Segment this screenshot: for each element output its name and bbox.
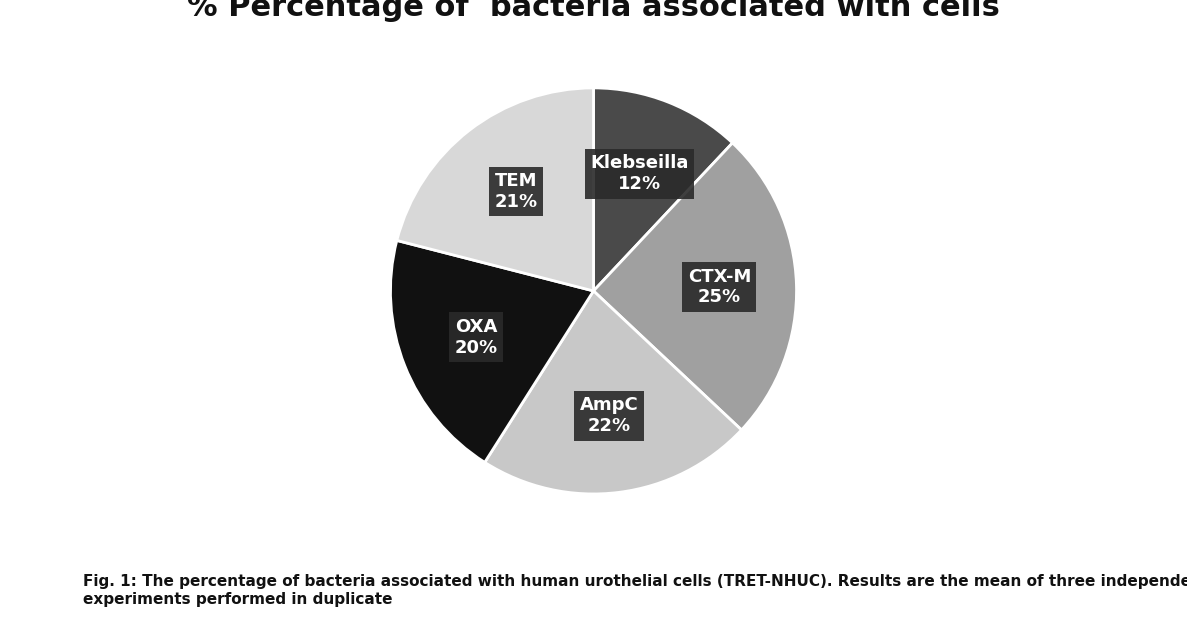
Text: CTX-M
25%: CTX-M 25% <box>687 267 751 306</box>
Text: AmpC
22%: AmpC 22% <box>580 396 639 435</box>
Text: TEM
21%: TEM 21% <box>495 172 538 211</box>
Text: OXA
20%: OXA 20% <box>455 318 499 357</box>
Title: % Percentage of  bacteria associated with cells: % Percentage of bacteria associated with… <box>188 0 999 22</box>
Wedge shape <box>396 88 594 291</box>
Text: Klebseilla
12%: Klebseilla 12% <box>591 155 688 193</box>
Text: Fig. 1: The percentage of bacteria associated with human urothelial cells (TRET-: Fig. 1: The percentage of bacteria assoc… <box>83 574 1187 607</box>
Wedge shape <box>391 240 594 462</box>
Wedge shape <box>594 88 732 291</box>
Wedge shape <box>484 291 742 494</box>
Wedge shape <box>594 143 796 430</box>
